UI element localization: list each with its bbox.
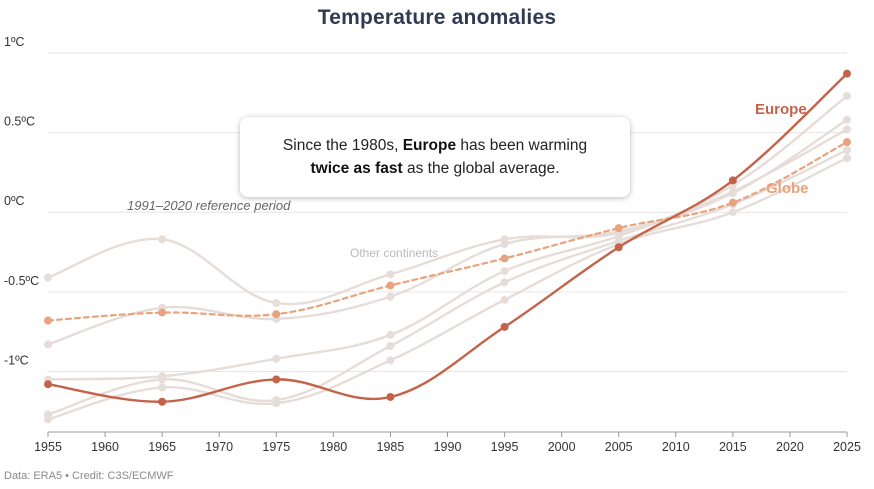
- x-tick-label: 2010: [662, 440, 690, 454]
- series-label-other-continents: Other continents: [350, 246, 438, 260]
- data-point-europe-1995: [500, 322, 509, 331]
- data-point-globe-2005: [614, 224, 623, 233]
- y-tick-label: -1ºC: [4, 353, 29, 367]
- data-point-other-4-2025: [843, 146, 851, 155]
- data-point-europe-1975: [272, 375, 281, 384]
- data-point-globe-1975: [272, 310, 281, 319]
- y-tick-label: 1ºC: [4, 35, 25, 49]
- x-tick-label: 1980: [319, 440, 347, 454]
- data-point-other-5-2015: [728, 208, 737, 217]
- data-point-other-5-1995: [500, 295, 509, 304]
- data-point-other-4-1995: [500, 278, 509, 287]
- data-point-globe-2015: [728, 198, 737, 207]
- data-point-europe-2005: [614, 243, 623, 252]
- data-point-other-2-1955: [44, 340, 52, 349]
- data-point-other-1-1965: [158, 235, 167, 244]
- reference-period-label: 1991–2020 reference period: [127, 198, 291, 213]
- x-tick-label: 1990: [434, 440, 462, 454]
- data-point-other-5-1955: [44, 415, 52, 424]
- data-point-globe-1995: [500, 254, 509, 263]
- x-tick-label: 1960: [91, 440, 119, 454]
- data-point-other-5-1965: [158, 383, 167, 392]
- data-point-other-2-2025: [843, 115, 851, 124]
- data-point-europe-2025: [843, 69, 851, 78]
- x-tick-label: 1955: [34, 440, 62, 454]
- annotation-callout: Since the 1980s, Europe has been warming…: [240, 117, 630, 197]
- data-point-globe-1955: [44, 316, 52, 325]
- data-point-other-5-2025: [843, 154, 851, 163]
- data-point-other-3-1985: [386, 330, 395, 339]
- data-point-other-5-1985: [386, 356, 395, 365]
- callout-bold-europe: Europe: [402, 137, 457, 154]
- data-point-other-3-2015: [728, 187, 737, 196]
- data-point-other-2-1995: [500, 240, 509, 249]
- data-point-other-1-1955: [44, 273, 52, 282]
- callout-bold-twice: twice as fast: [310, 160, 403, 177]
- y-tick-label: -0.5ºC: [4, 274, 39, 288]
- series-layer: [44, 69, 851, 424]
- data-point-other-1-2025: [843, 91, 851, 100]
- data-point-other-3-1995: [500, 267, 509, 276]
- series-label-globe: Globe: [766, 180, 809, 197]
- x-tick-label: 1995: [491, 440, 519, 454]
- y-tick-label: 0ºC: [4, 194, 25, 208]
- callout-text-3: as the global average.: [402, 160, 560, 177]
- x-tick-label: 1985: [377, 440, 405, 454]
- callout-text-2: has been warming: [456, 137, 588, 154]
- x-tick-label: 1975: [262, 440, 290, 454]
- data-point-europe-1965: [158, 397, 167, 406]
- series-line-other-2: [46, 118, 849, 346]
- data-point-other-1-1975: [272, 299, 281, 307]
- data-point-other-2-1985: [386, 292, 395, 301]
- data-point-other-4-1965: [158, 375, 167, 384]
- y-tick-label: 0.5ºC: [4, 115, 35, 129]
- data-point-other-3-2025: [843, 125, 851, 134]
- data-point-globe-1985: [386, 281, 395, 290]
- series-line-other-4: [46, 148, 849, 416]
- x-tick-label: 1970: [205, 440, 233, 454]
- x-tick-label: 2005: [605, 440, 633, 454]
- series-line-other-5: [46, 156, 849, 421]
- data-point-other-4-1985: [386, 342, 395, 350]
- data-point-europe-1985: [386, 392, 395, 401]
- data-point-globe-2025: [843, 138, 851, 147]
- data-point-other-3-1975: [272, 354, 281, 363]
- chart-title: Temperature anomalies: [317, 6, 557, 29]
- series-labels: Europe Globe Other continents 1991–2020 ref…: [127, 101, 809, 260]
- x-tick-label: 2025: [833, 440, 861, 454]
- x-tick-label: 1965: [148, 440, 176, 454]
- series-label-europe: Europe: [755, 101, 807, 118]
- data-point-other-5-1975: [272, 399, 281, 408]
- data-point-europe-2015: [728, 176, 737, 185]
- x-tick-label: 2000: [548, 440, 576, 454]
- x-tick-label: 2015: [719, 440, 747, 454]
- series-line-other-3: [46, 128, 849, 381]
- y-axis-ticks: 1ºC 0.5ºC 0ºC -0.5ºC -1ºC: [4, 35, 39, 368]
- data-point-other-1-1985: [386, 270, 395, 279]
- x-axis-ticks: 1955 1960 1965 1970 1975 1980 1985 1990 1995 2000…: [34, 432, 861, 454]
- data-point-globe-1965: [158, 308, 167, 317]
- callout-text-1: Since the 1980s,: [282, 137, 403, 154]
- source-credit: Data: ERA5 • Credit: C3S/ECMWF: [4, 470, 174, 482]
- x-tick-label: 2020: [776, 440, 804, 454]
- data-point-europe-1955: [44, 380, 52, 389]
